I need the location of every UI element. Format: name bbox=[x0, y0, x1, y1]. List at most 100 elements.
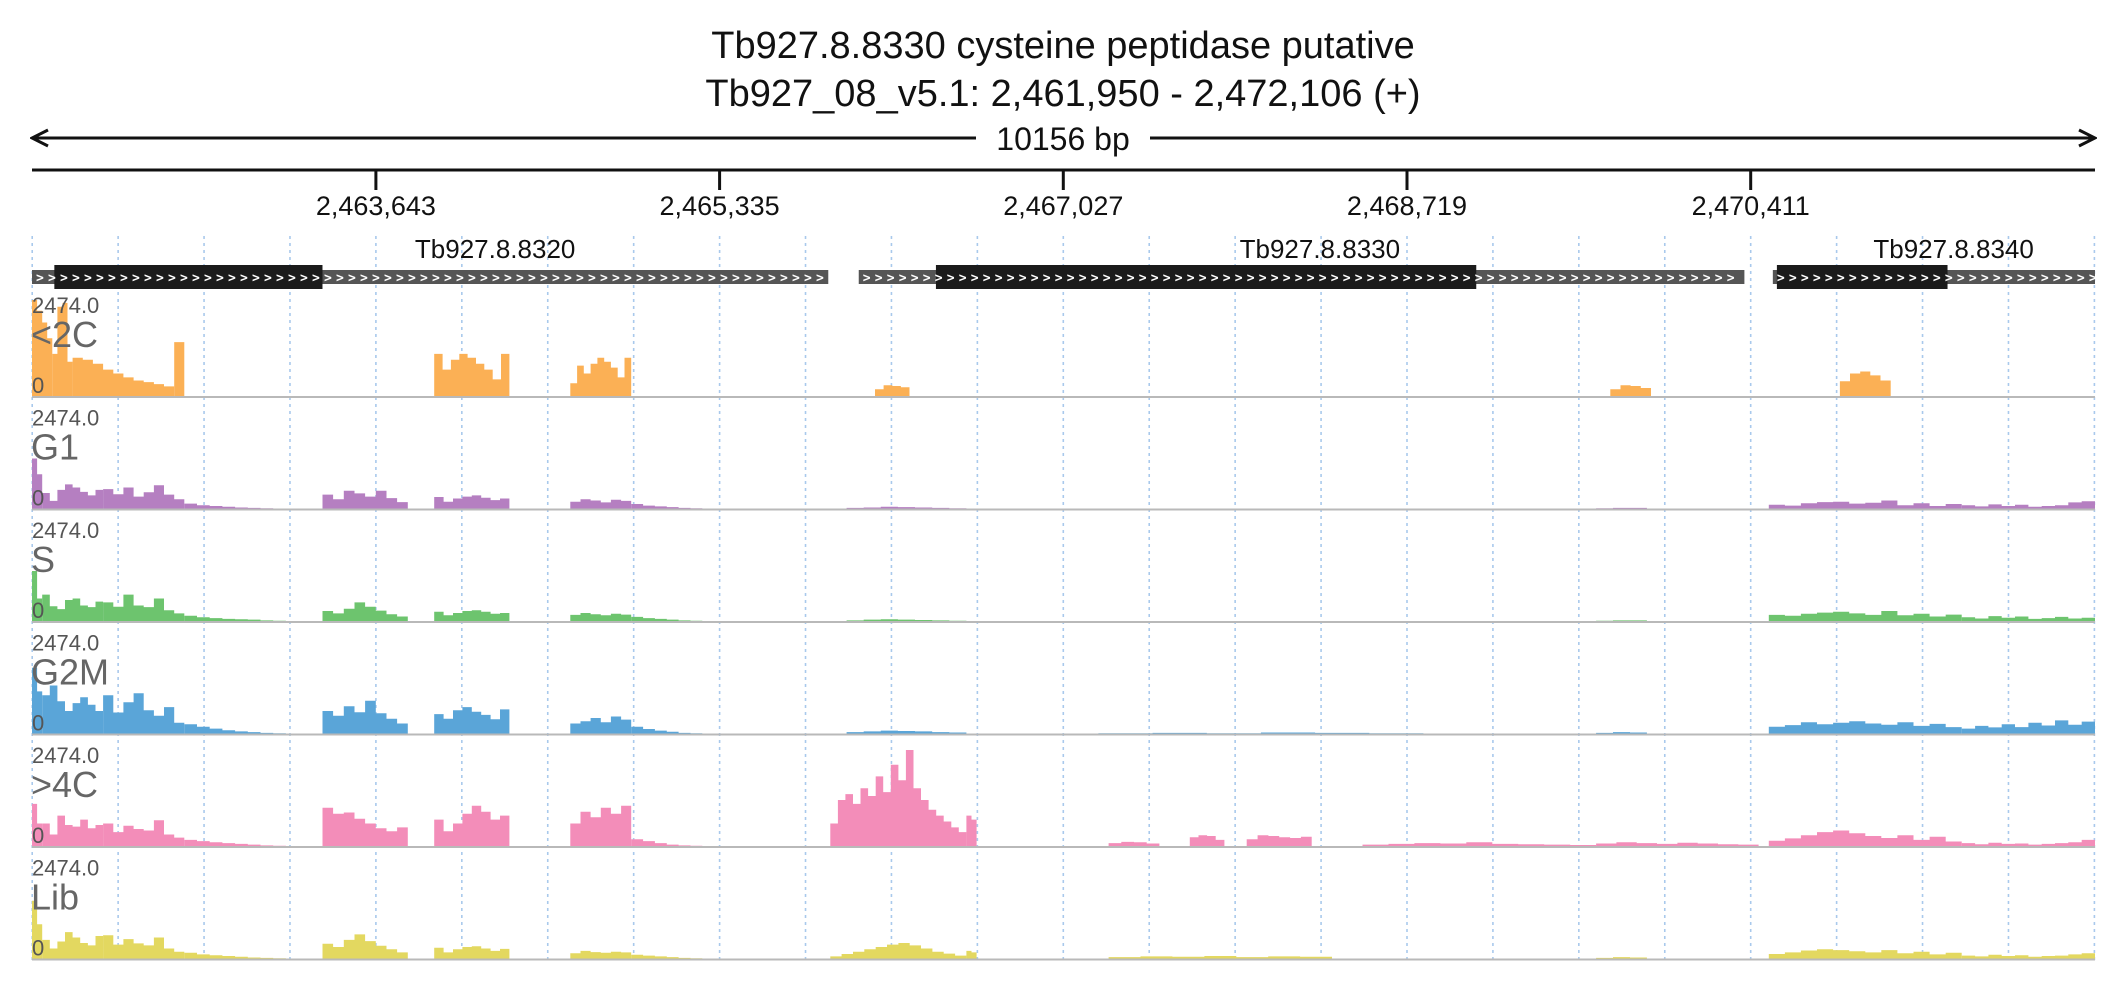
strand-arrow: > bbox=[264, 271, 272, 286]
coverage-area bbox=[570, 716, 632, 735]
coverage-area bbox=[631, 616, 703, 622]
strand-arrow: > bbox=[384, 271, 392, 286]
strand-arrow: > bbox=[1861, 271, 1869, 286]
strand-arrow: > bbox=[995, 271, 1003, 286]
strand-arrow: > bbox=[1187, 271, 1195, 286]
gene-label: Tb927.8.8320 bbox=[415, 234, 575, 264]
strand-arrow: > bbox=[1607, 271, 1615, 286]
strand-arrow: > bbox=[336, 271, 344, 286]
coverage-area bbox=[42, 932, 104, 960]
strand-arrow: > bbox=[720, 271, 728, 286]
strand-arrow: > bbox=[2041, 271, 2049, 286]
coverage-area bbox=[322, 934, 408, 960]
strand-arrow: > bbox=[1571, 271, 1579, 286]
coverage-area bbox=[1108, 841, 1160, 847]
strand-arrow: > bbox=[1463, 271, 1471, 286]
strand-arrow: > bbox=[1091, 271, 1099, 286]
coverage-area bbox=[32, 900, 43, 960]
coverage-area bbox=[1768, 949, 1962, 960]
track-min-label: 0 bbox=[32, 486, 44, 511]
coverage-area bbox=[103, 485, 185, 510]
strand-arrow: > bbox=[468, 271, 476, 286]
strand-arrow: > bbox=[1969, 271, 1977, 286]
axis-ticks: 2,463,643 2,465,335 2,467,027 2,468,719 2,47… bbox=[316, 170, 1810, 221]
coverage-area bbox=[184, 839, 286, 847]
strand-arrow: > bbox=[947, 271, 955, 286]
strand-arrow: > bbox=[756, 271, 764, 286]
track-min-label: 0 bbox=[32, 598, 44, 623]
gene-label: Tb927.8.8340 bbox=[1873, 234, 2033, 264]
strand-arrow: > bbox=[1439, 271, 1447, 286]
strand-arrow: > bbox=[408, 271, 416, 286]
strand-arrow: > bbox=[1619, 271, 1627, 286]
strand-arrow: > bbox=[1151, 271, 1159, 286]
strand-arrow: > bbox=[312, 271, 320, 286]
coverage-area bbox=[570, 805, 632, 847]
coverage-area bbox=[103, 935, 185, 960]
strand-arrow: > bbox=[2017, 271, 2025, 286]
tick-label: 2,468,719 bbox=[1347, 191, 1467, 221]
strand-arrow: > bbox=[768, 271, 776, 286]
strand-arrow: > bbox=[1679, 271, 1687, 286]
strand-arrow: > bbox=[708, 271, 716, 286]
track-max-label: 2474.0 bbox=[32, 743, 99, 768]
strand-arrow: > bbox=[1885, 271, 1893, 286]
coverage-area bbox=[322, 490, 408, 510]
strand-arrow: > bbox=[1451, 271, 1459, 286]
strand-arrow: > bbox=[1223, 271, 1231, 286]
track-name: G2M bbox=[31, 652, 109, 693]
strand-arrow: > bbox=[120, 271, 128, 286]
strand-arrow: > bbox=[276, 271, 284, 286]
coverage-area bbox=[1961, 501, 2095, 510]
strand-arrow: > bbox=[696, 271, 704, 286]
strand-arrow: > bbox=[252, 271, 260, 286]
strand-arrow: > bbox=[1367, 271, 1375, 286]
strand-arrow: > bbox=[1007, 271, 1015, 286]
strand-arrow: > bbox=[1499, 271, 1507, 286]
coverage-area bbox=[42, 685, 104, 735]
strand-arrow: > bbox=[1475, 271, 1483, 286]
coverage-area bbox=[32, 571, 43, 622]
strand-arrow: > bbox=[1043, 271, 1051, 286]
cds-bar bbox=[935, 265, 1477, 289]
coverage-area bbox=[631, 504, 703, 510]
strand-arrow: > bbox=[1403, 271, 1411, 286]
strand-arrow: > bbox=[168, 271, 176, 286]
strand-arrow: > bbox=[1259, 271, 1267, 286]
figure-title-locus: Tb927_08_v5.1: 2,461,950 - 2,472,106 (+) bbox=[705, 73, 1420, 115]
strand-arrow: > bbox=[1127, 271, 1135, 286]
strand-arrow: > bbox=[899, 271, 907, 286]
strand-arrow: > bbox=[144, 271, 152, 286]
strand-arrow: > bbox=[348, 271, 356, 286]
track-max-label: 2474.0 bbox=[32, 293, 99, 318]
strand-arrow: > bbox=[204, 271, 212, 286]
strand-arrow: > bbox=[1235, 271, 1243, 286]
track-name: Lib bbox=[31, 877, 79, 918]
tick-label: 2,465,335 bbox=[660, 191, 780, 221]
strand-arrow: > bbox=[1993, 271, 2001, 286]
strand-arrow: > bbox=[1019, 271, 1027, 286]
track-min-label: 0 bbox=[32, 823, 44, 848]
tick-label: 2,463,643 bbox=[316, 191, 436, 221]
strand-arrow: > bbox=[1307, 271, 1315, 286]
strand-arrow: > bbox=[1837, 271, 1845, 286]
strand-arrow: > bbox=[372, 271, 380, 286]
strand-arrow: > bbox=[1343, 271, 1351, 286]
strand-arrow: > bbox=[1283, 271, 1291, 286]
strand-arrow: > bbox=[1801, 271, 1809, 286]
strand-arrow: > bbox=[228, 271, 236, 286]
strand-arrow: > bbox=[780, 271, 788, 286]
strand-arrow: > bbox=[804, 271, 812, 286]
strand-arrow: > bbox=[1391, 271, 1399, 286]
coverage-area bbox=[1362, 842, 1597, 847]
strand-arrow: > bbox=[48, 271, 56, 286]
coverage-area bbox=[631, 726, 703, 735]
strand-arrow: > bbox=[1921, 271, 1929, 286]
coverage-area bbox=[570, 499, 632, 510]
strand-arrow: > bbox=[1715, 271, 1723, 286]
coverage-area bbox=[1610, 385, 1651, 397]
strand-arrow: > bbox=[1355, 271, 1363, 286]
strand-arrow: > bbox=[1789, 271, 1797, 286]
strand-arrow: > bbox=[528, 271, 536, 286]
coverage-area bbox=[434, 707, 510, 735]
